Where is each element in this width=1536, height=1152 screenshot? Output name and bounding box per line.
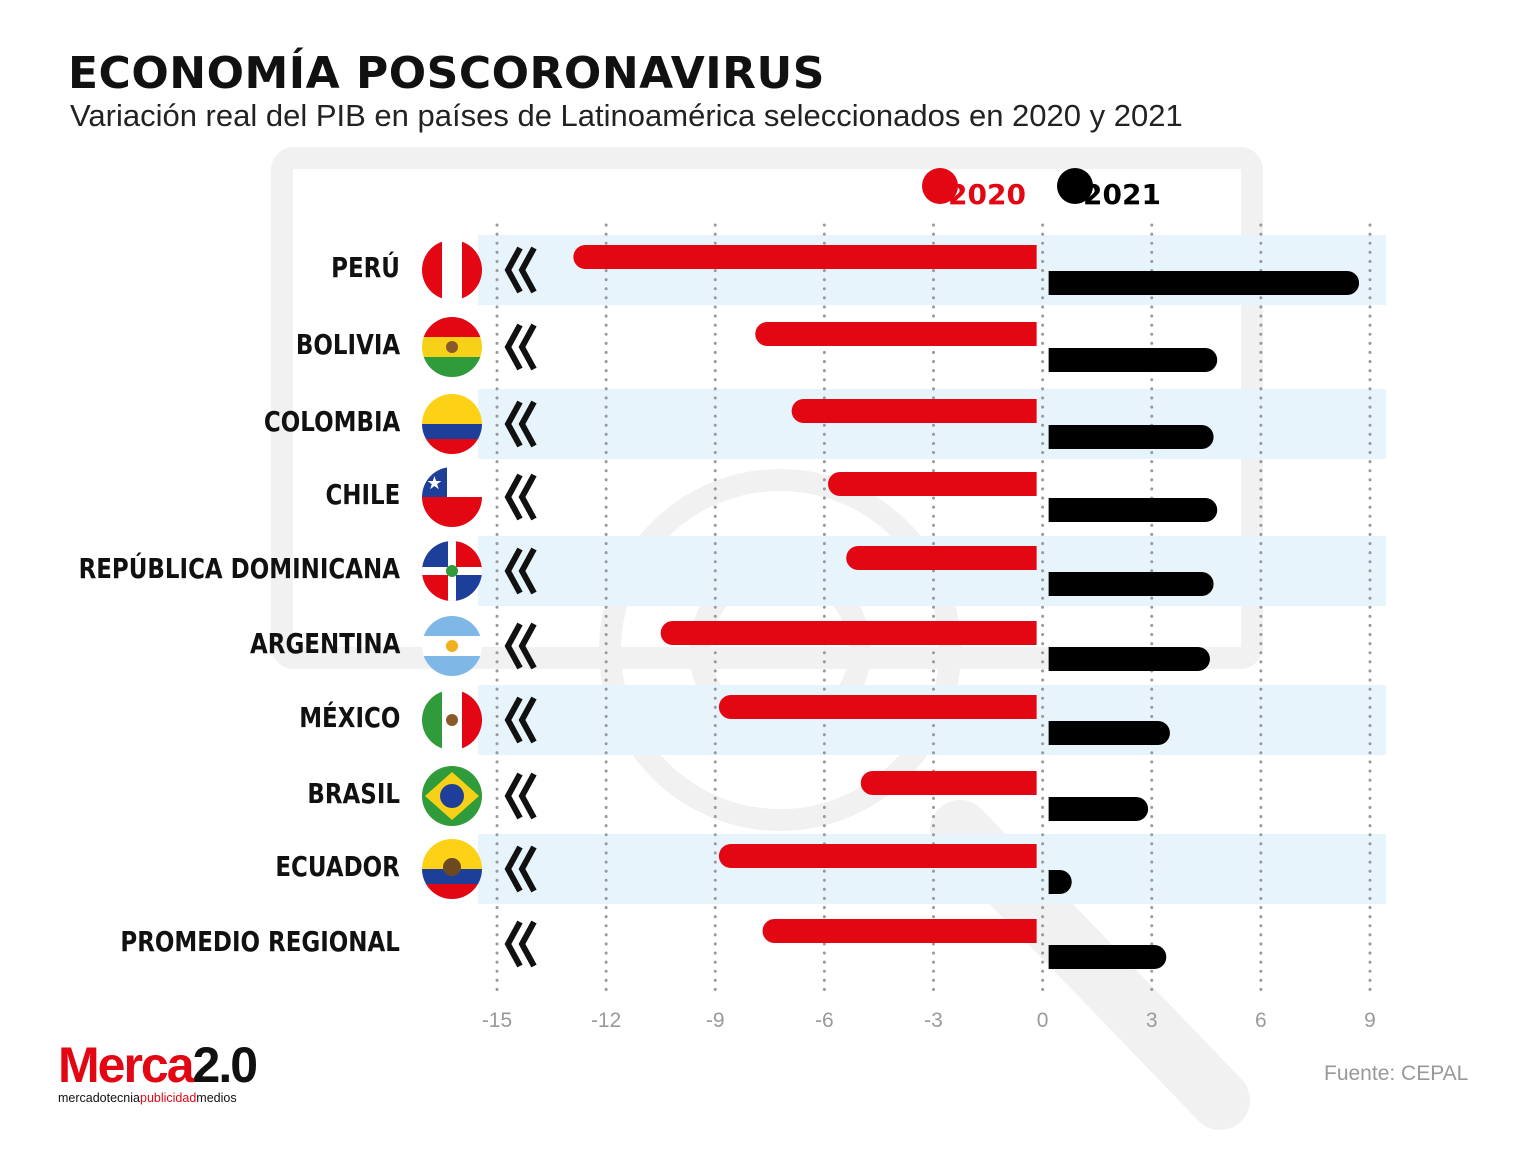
- bar-2021: [1048, 721, 1170, 745]
- argentina-flag: [422, 616, 482, 676]
- chevron-icon: [504, 547, 537, 595]
- category-label: PROMEDIO REGIONAL: [120, 925, 400, 958]
- bar-2020: [828, 472, 1037, 496]
- bar-2020: [755, 322, 1037, 346]
- legend-swatch: [922, 168, 958, 204]
- logo-tagline-1: mercadotecnia: [58, 1091, 140, 1105]
- source-note: Fuente: CEPAL: [1324, 1062, 1469, 1085]
- bar-2020: [573, 245, 1037, 269]
- bar-2021: [1048, 348, 1218, 372]
- logo-tagline-3: medios: [196, 1091, 237, 1105]
- legend-item: 2020: [922, 168, 1026, 211]
- chevron-icon: [504, 323, 537, 371]
- bar-2021: [1048, 498, 1218, 522]
- chevron-icon: [504, 246, 537, 294]
- category-label: CHILE: [325, 478, 400, 511]
- logo-tagline-2: publicidad: [140, 1091, 197, 1105]
- x-tick-label: 6: [1255, 1009, 1267, 1032]
- bar-2020: [660, 621, 1037, 645]
- category-label: REPÚBLICA DOMINICANA: [78, 552, 400, 585]
- chevron-icon: [504, 622, 537, 670]
- merca-logo: Merca2.0 mercadotecniapublicidadmedios: [58, 1037, 259, 1105]
- logo-brand-black: 2.0: [192, 1037, 259, 1093]
- bar-2020: [791, 399, 1037, 423]
- legend-swatch: [1057, 168, 1093, 204]
- bar-2021: [1048, 945, 1167, 969]
- bar-2021: [1048, 647, 1210, 671]
- dominican-republic-flag: [422, 541, 482, 601]
- x-tick-label: 3: [1146, 1009, 1158, 1032]
- bar-2021: [1048, 425, 1214, 449]
- category-label: COLOMBIA: [263, 405, 400, 438]
- legend-label: 2020: [948, 178, 1026, 211]
- bar-2021: [1048, 572, 1214, 596]
- logo-brand-red: Merca: [58, 1037, 195, 1093]
- x-tick-label: -12: [591, 1009, 621, 1032]
- bar-2021: [1048, 271, 1360, 295]
- bar-2020: [762, 919, 1037, 943]
- x-tick-label: -15: [482, 1009, 512, 1032]
- chevron-icon: [504, 696, 537, 744]
- chevron-icon: [504, 920, 537, 968]
- legend-label: 2021: [1083, 178, 1161, 211]
- chart-subtitle: Variación real del PIB en países de Lati…: [70, 98, 1183, 133]
- bar-2021: [1048, 797, 1149, 821]
- colombia-flag: [422, 394, 482, 454]
- bar-2020: [718, 844, 1037, 868]
- brazil-flag: [422, 766, 482, 826]
- mexico-flag: [422, 690, 482, 750]
- x-tick-label: 0: [1037, 1009, 1049, 1032]
- category-label: MÉXICO: [298, 701, 400, 734]
- category-label: ARGENTINA: [249, 627, 400, 660]
- category-label: PERÚ: [331, 251, 400, 284]
- x-tick-label: -3: [924, 1009, 943, 1032]
- ecuador-flag: [422, 839, 482, 899]
- x-tick-label: -6: [815, 1009, 834, 1032]
- svg-text:★: ★: [426, 473, 442, 493]
- category-label: BOLIVIA: [295, 328, 400, 361]
- peru-flag: [422, 240, 482, 300]
- chart-title: ECONOMÍA POSCORONAVIRUS: [68, 48, 825, 99]
- bar-2021: [1048, 870, 1072, 894]
- bar-2020: [718, 695, 1037, 719]
- category-label: ECUADOR: [275, 850, 400, 883]
- x-tick-label: 9: [1364, 1009, 1376, 1032]
- chevron-icon: [504, 473, 537, 521]
- chevron-icon: [504, 845, 537, 893]
- bolivia-flag: [422, 317, 482, 377]
- legend-item: 2021: [1057, 168, 1161, 211]
- bar-2020: [846, 546, 1037, 570]
- chevron-icon: [504, 400, 537, 448]
- chile-flag: ★: [422, 467, 482, 527]
- chevron-icon: [504, 772, 537, 820]
- bar-2020: [860, 771, 1037, 795]
- x-tick-label: -9: [706, 1009, 725, 1032]
- category-label: BRASIL: [307, 777, 400, 810]
